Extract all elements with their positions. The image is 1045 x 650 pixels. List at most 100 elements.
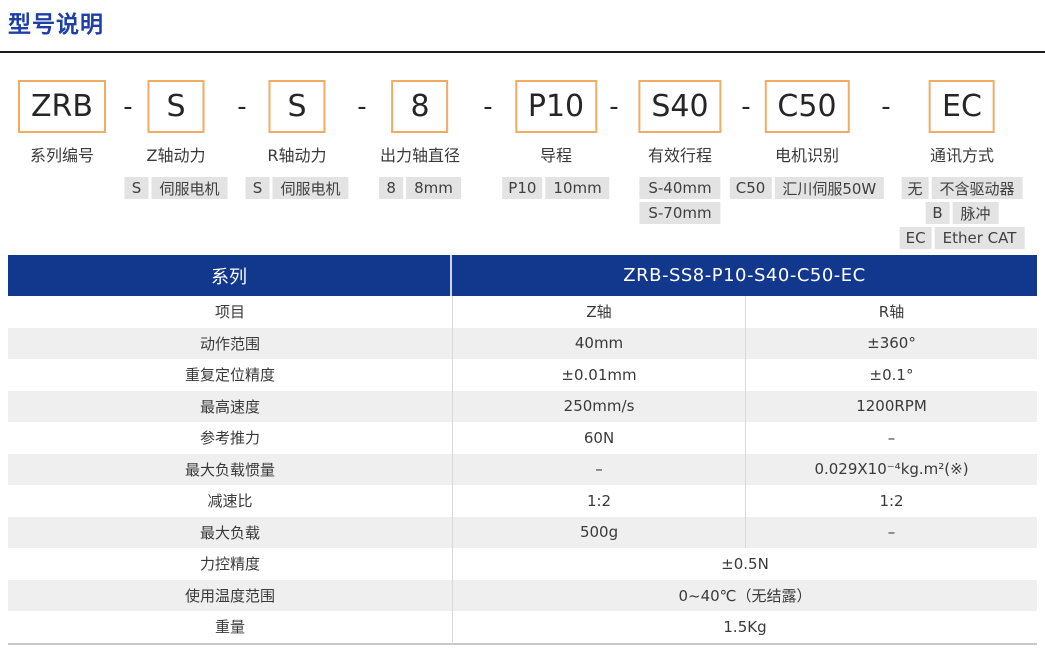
- option-code: S: [245, 177, 270, 199]
- model-header-cell: ZRB-SS8-P10-S40-C50-EC: [623, 265, 866, 286]
- item-cell: 最大负载惯量: [184, 460, 275, 479]
- r-value-cell: R轴: [745, 296, 1037, 328]
- segment-options: C50 汇川伺服50W: [729, 177, 885, 199]
- item-cell: 最高速度: [199, 397, 260, 416]
- option-value: 8mm: [406, 177, 461, 199]
- model-segment: S R轴动力 S 伺服电机: [245, 80, 349, 199]
- title-underline: [0, 51, 1045, 53]
- option-code: B: [925, 202, 950, 224]
- item-cell: 参考推力: [199, 429, 260, 448]
- page-title: 型号说明: [8, 12, 104, 38]
- model-code-breakdown: ZRB 系列编号 S Z轴动力 S 伺服电机 S R轴动力 S 伺服电机 8 出力轴直径 8 8mm P10…: [0, 80, 1045, 250]
- r-value-cell: ±0.1°: [745, 359, 1037, 391]
- model-code-box: S: [268, 80, 326, 133]
- segment-label: 导程: [539, 146, 573, 165]
- model-segment: P10 导程 P10 10mm: [502, 80, 610, 199]
- model-segment: S Z轴动力 S 伺服电机: [124, 80, 228, 199]
- model-code-box: S40: [638, 80, 722, 133]
- option-row: EC Ether CAT: [899, 227, 1025, 249]
- option-value: 10mm: [545, 177, 610, 199]
- segment-options: 8 8mm: [379, 177, 461, 199]
- item-cell: 力控精度: [199, 555, 260, 574]
- option-value: 伺服电机: [151, 177, 228, 199]
- r-value-cell: –: [745, 422, 1037, 454]
- z-value-cell: 500g: [452, 516, 745, 548]
- option-value: 伺服电机: [272, 177, 349, 199]
- option-code: C50: [729, 177, 772, 199]
- z-value-cell: Z轴: [452, 296, 745, 328]
- table-body: 项目 Z轴 R轴 动作范围 40mm ±360° 重复定位精度 ±0.01mm ±0.1° 最高速…: [8, 296, 1037, 643]
- option-value: 汇川伺服50W: [774, 177, 885, 199]
- item-cell: 使用温度范围: [184, 586, 275, 605]
- segment-label: 通讯方式: [929, 146, 994, 165]
- spec-row: 力控精度 ±0.5N: [8, 548, 1037, 580]
- segment-label: 系列编号: [29, 146, 95, 165]
- table-header-row: 系列 ZRB-SS8-P10-S40-C50-EC: [8, 255, 1037, 296]
- spec-row: 使用温度范围 0~40℃（无结露）: [8, 579, 1037, 611]
- model-code-box: C50: [764, 80, 850, 133]
- option-code: 无: [901, 177, 929, 199]
- option-code: EC: [899, 227, 932, 249]
- series-header-cell: 系列: [8, 255, 452, 296]
- option-row: S 伺服电机: [124, 177, 228, 199]
- segment-options: P10 10mm: [502, 177, 610, 199]
- option-value: 脉冲: [952, 202, 999, 224]
- span-value-cell: 0~40℃（无结露）: [452, 579, 1037, 611]
- item-cell: 减速比: [207, 492, 253, 511]
- segment-options: S 伺服电机: [124, 177, 228, 199]
- option-row: P10 10mm: [502, 177, 610, 199]
- spec-row: 减速比 1:2 1:2: [8, 485, 1037, 517]
- span-value-cell: 1.5Kg: [452, 611, 1037, 643]
- item-cell: 项目: [214, 303, 245, 322]
- option-value: 不含驱动器: [931, 177, 1023, 199]
- option-row: S-40mm: [639, 177, 721, 199]
- model-segment: C50 电机识别 C50 汇川伺服50W: [729, 80, 885, 199]
- segment-options: 无不含驱动器 B 脉冲 EC Ether CAT: [899, 177, 1025, 249]
- r-value-cell: 1200RPM: [745, 390, 1037, 422]
- segment-label: 有效行程: [647, 146, 712, 165]
- dash-separator: -: [237, 91, 247, 122]
- r-value-cell: 1:2: [745, 485, 1037, 517]
- model-segment: S40 有效行程 S-40mm S-70mm: [638, 80, 722, 224]
- span-value-cell: ±0.5N: [452, 548, 1037, 580]
- r-value-cell: ±360°: [745, 327, 1037, 359]
- z-value-cell: 1:2: [452, 485, 745, 517]
- dash-separator: -: [123, 91, 133, 122]
- segment-label: Z轴动力: [146, 146, 206, 165]
- model-segment: EC 通讯方式无不含驱动器 B 脉冲 EC Ether CAT: [899, 80, 1025, 249]
- option-row: 无不含驱动器: [901, 177, 1023, 199]
- dash-separator: -: [741, 91, 751, 122]
- z-value-cell: 250mm/s: [452, 390, 745, 422]
- spec-row: 重量 1.5Kg: [8, 611, 1037, 643]
- item-cell: 动作范围: [199, 334, 260, 353]
- r-value-cell: –: [745, 516, 1037, 548]
- model-segment: 8 出力轴直径 8 8mm: [379, 80, 461, 199]
- option-value: Ether CAT: [934, 227, 1025, 249]
- option-row: B 脉冲: [925, 202, 999, 224]
- dash-separator: -: [609, 91, 619, 122]
- option-row: S-70mm: [639, 202, 721, 224]
- spec-row: 项目 Z轴 R轴: [8, 296, 1037, 328]
- option-code: 8: [379, 177, 404, 199]
- model-code-box: 8: [391, 80, 449, 133]
- z-value-cell: 60N: [452, 422, 745, 454]
- item-cell: 最大负载: [199, 523, 260, 542]
- item-cell: 重量: [214, 618, 245, 637]
- spec-row: 最高速度 250mm/s 1200RPM: [8, 390, 1037, 422]
- option-row: S 伺服电机: [245, 177, 349, 199]
- segment-options: S 伺服电机: [245, 177, 349, 199]
- model-code-box: ZRB: [18, 80, 106, 133]
- option-code: S: [124, 177, 149, 199]
- model-code-box: P10: [514, 80, 598, 133]
- option-code: S-70mm: [639, 202, 721, 224]
- spec-table: 系列 ZRB-SS8-P10-S40-C50-EC 项目 Z轴 R轴动作范围 40mm…: [8, 255, 1037, 645]
- option-row: C50 汇川伺服50W: [729, 177, 885, 199]
- dash-separator: -: [357, 91, 367, 122]
- r-value-cell: 0.029X10⁻⁴kg.m²(※): [745, 453, 1037, 485]
- z-value-cell: 40mm: [452, 327, 745, 359]
- spec-row: 参考推力 60N –: [8, 422, 1037, 454]
- z-value-cell: ±0.01mm: [452, 359, 745, 391]
- model-code-box: S: [147, 80, 205, 133]
- spec-row: 重复定位精度 ±0.01mm ±0.1°: [8, 359, 1037, 391]
